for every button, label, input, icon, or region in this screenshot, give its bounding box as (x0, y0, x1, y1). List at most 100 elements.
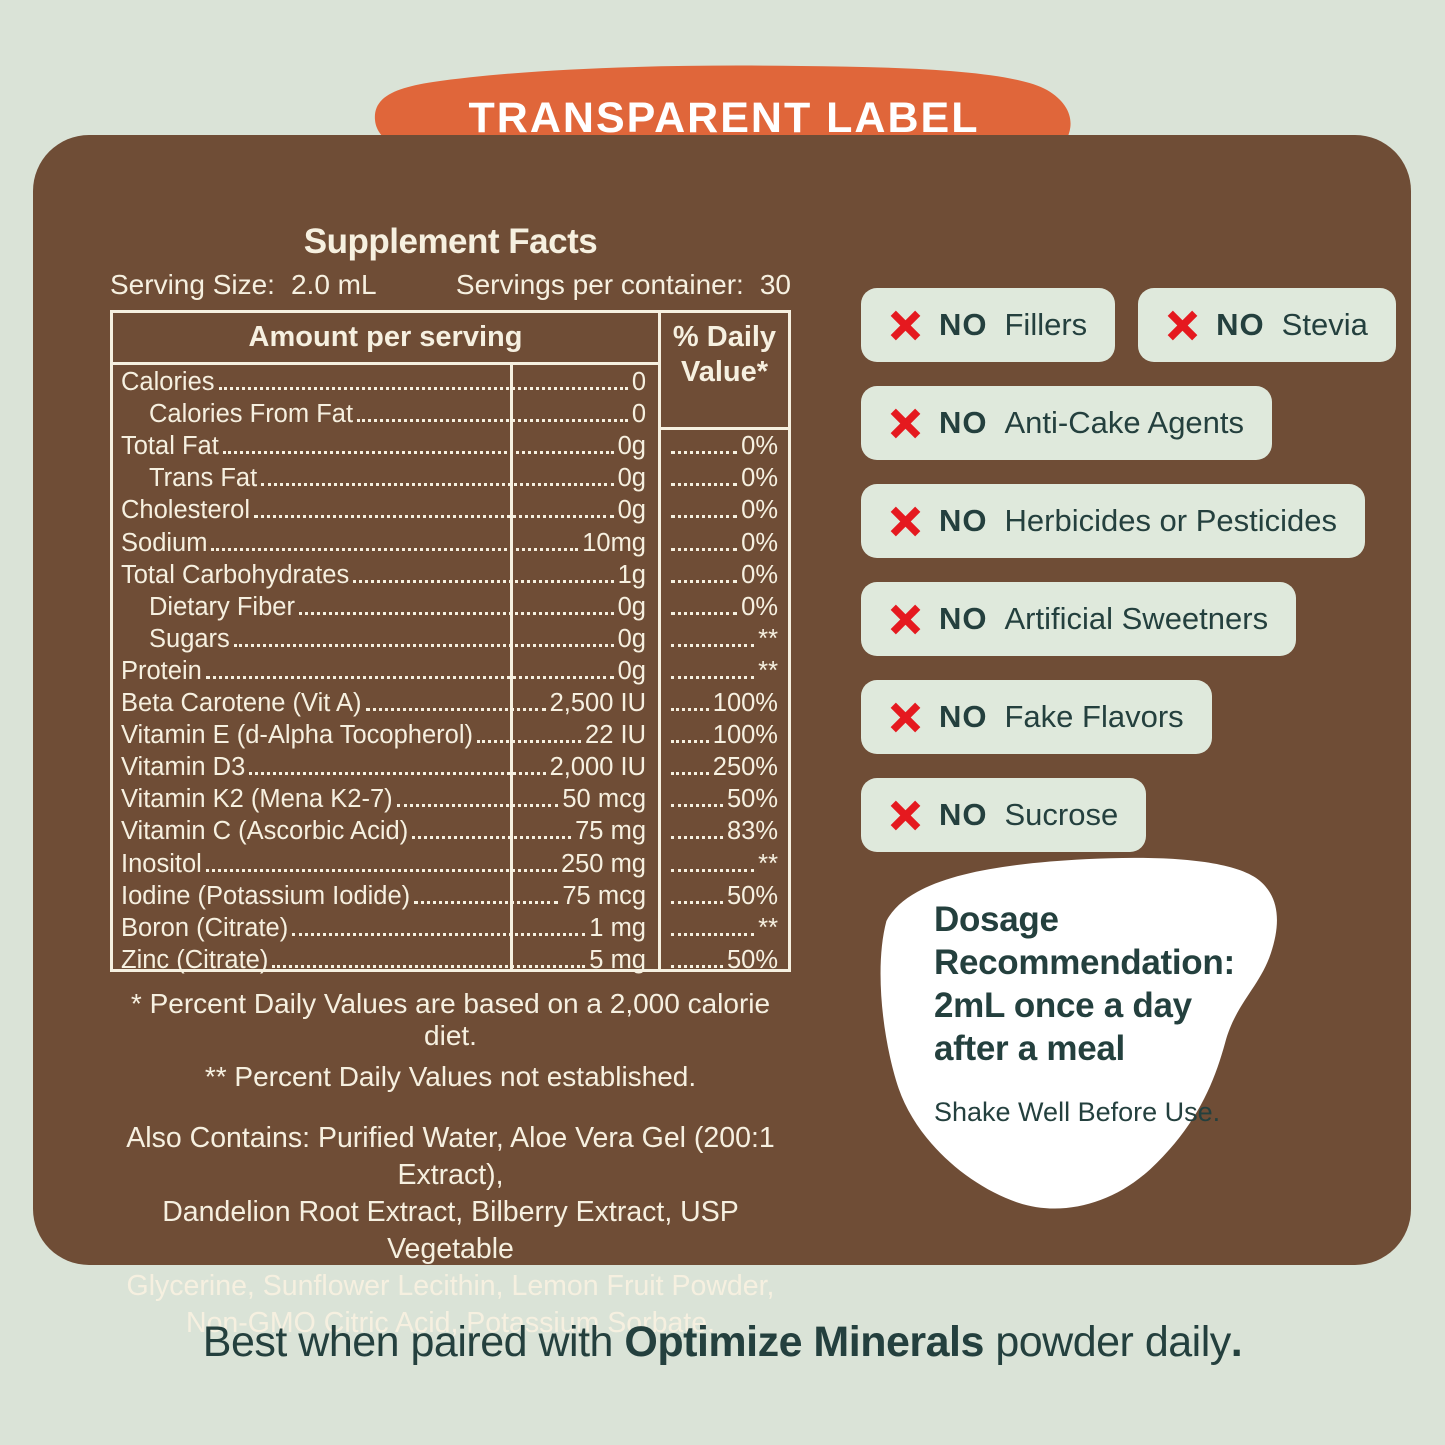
nutrient-amount: 0 (631, 400, 646, 429)
badge-no-text: NO (939, 797, 988, 832)
table-row-main: Vitamin C (Ascorbic Acid) 75 mg (113, 817, 658, 846)
table-row: Iodine (Potassium Iodide) 75 mcg 50% (113, 879, 788, 911)
nutrient-label: Protein (121, 656, 202, 685)
tagline-period: . (1230, 1318, 1243, 1366)
dosage-recommendation-card: Dosage Recommendation: 2mL once a day after… (858, 850, 1284, 1220)
nutrient-amount: 0g (617, 624, 646, 653)
dosage-title-line: 2mL once a day (934, 986, 1192, 1025)
table-row-main: Sodium 10mg (113, 529, 658, 558)
leader-dots (249, 772, 546, 776)
nutrient-daily-value: 0% (741, 560, 778, 589)
table-row-main: Cholesterol 0g (113, 496, 658, 525)
leader-dots (253, 515, 614, 519)
table-row-main: Calories 0 (113, 368, 658, 397)
leader-dots (414, 900, 559, 904)
table-row: Sodium 10mg 0% (113, 525, 788, 557)
table-row-percent: 83% (658, 817, 788, 846)
table-row-percent: 0% (658, 496, 788, 525)
nutrient-label: Calories (121, 368, 215, 397)
nutrient-label: Iodine (Potassium Iodide) (121, 881, 411, 910)
nutrient-daily-value: 83% (726, 817, 778, 846)
serving-size-label: Serving Size: (110, 269, 275, 300)
red-x-icon (890, 408, 921, 438)
nutrient-amount: 75 mg (575, 817, 646, 846)
dosage-note: Shake Well Before Use. (934, 1097, 1221, 1127)
nutrient-daily-value: 0% (741, 432, 778, 461)
table-row: Vitamin C (Ascorbic Acid) 75 mg 83% (113, 814, 788, 846)
table-row-main: Protein 0g (113, 657, 658, 686)
table-row-main: Total Fat 0g (113, 432, 658, 461)
nutrient-daily-value: 100% (712, 689, 778, 718)
nutrient-amount: 0g (617, 656, 646, 685)
dosage-text: Dosage Recommendation: 2mL once a day after… (934, 898, 1235, 1128)
leader-dots (218, 387, 628, 391)
nutrient-label: Sodium (121, 528, 208, 557)
amount-per-serving-header: Amount per serving (248, 321, 523, 353)
leader-dots (671, 483, 738, 487)
table-row-main: Vitamin E (d-Alpha Tocopherol) 22 IU (113, 721, 658, 750)
nutrient-amount: 10mg (582, 528, 646, 557)
table-row: Zinc (Citrate) 5 mg 50% (113, 943, 788, 975)
nutrient-amount: 1 mg (589, 913, 646, 942)
nutrient-amount: 250 mg (560, 849, 646, 878)
leader-dots (211, 547, 579, 551)
red-x-icon (890, 506, 921, 536)
leader-dots (671, 964, 723, 968)
nutrient-amount: 2,500 IU (549, 689, 646, 718)
facts-table-body: Calories 0 Calories From Fat 0 Total Fat… (113, 365, 788, 975)
badge-label: Fake Flavors (1004, 699, 1184, 734)
leader-dots (272, 964, 586, 968)
no-badge: NO Fake Flavors (861, 680, 1212, 754)
table-row: Trans Fat 0g 0% (113, 461, 788, 493)
table-row-percent: 0% (658, 464, 788, 493)
table-row: Vitamin K2 (Mena K2-7) 50 mcg 50% (113, 782, 788, 814)
leader-dots (357, 419, 628, 423)
table-row-main: Vitamin K2 (Mena K2-7) 50 mcg (113, 785, 658, 814)
dosage-blob-shape (880, 857, 1277, 1209)
table-row-percent: 50% (658, 785, 788, 814)
nutrient-amount: 0g (617, 432, 646, 461)
table-row-percent: 100% (658, 721, 788, 750)
leader-dots (671, 932, 755, 936)
dosage-title: Dosage Recommendation: 2mL once a day after… (934, 898, 1235, 1070)
leader-dots (671, 675, 755, 679)
leader-dots (671, 868, 755, 872)
table-row-main: Dietary Fiber 0g (113, 593, 658, 622)
tagline-product-name: Optimize Minerals (624, 1318, 984, 1366)
table-row: Dietary Fiber 0g 0% (113, 590, 788, 622)
leader-dots (298, 611, 614, 615)
table-row-percent: ** (658, 657, 788, 686)
tagline-suffix: powder daily (983, 1318, 1231, 1366)
dosage-title-line: Dosage (934, 900, 1059, 939)
supplement-facts-panel: Supplement Facts Serving Size: 2.0 mL Se… (110, 222, 791, 1342)
nutrient-amount: 0g (617, 464, 646, 493)
nutrient-label: Vitamin E (d-Alpha Tocopherol) (121, 721, 473, 750)
table-row: Sugars 0g ** (113, 622, 788, 654)
daily-value-divider-line (661, 427, 788, 430)
header-divider-line (113, 362, 658, 365)
supplement-facts-title: Supplement Facts (303, 222, 598, 261)
table-row-percent: 0% (658, 561, 788, 590)
table-row-main: Beta Carotene (Vit A) 2,500 IU (113, 689, 658, 718)
badge-label: Stevia (1281, 307, 1368, 342)
table-row-percent: 100% (658, 689, 788, 718)
leader-dots (671, 451, 738, 455)
nutrient-daily-value: 0% (741, 496, 778, 525)
nutrient-daily-value: 50% (726, 785, 778, 814)
red-x-icon (890, 800, 921, 830)
nutrient-label: Sugars (149, 624, 230, 653)
table-row-main: Boron (Citrate) 1 mg (113, 914, 658, 943)
nutrient-daily-value: 250% (712, 753, 778, 782)
nutrient-daily-value: ** (758, 913, 778, 942)
nutrient-daily-value: 0% (741, 592, 778, 621)
footnote-daily-values: * Percent Daily Values are based on a 2,… (130, 988, 771, 1051)
leader-dots (671, 611, 738, 615)
leader-dots (671, 900, 723, 904)
leader-dots (412, 836, 572, 840)
pairing-tagline: Best when paired with Optimize Minerals … (0, 1318, 1445, 1367)
nutrient-label: Zinc (Citrate) (121, 945, 269, 974)
table-row-main: Sugars 0g (113, 625, 658, 654)
nutrient-daily-value: 100% (712, 721, 778, 750)
amount-column-line (510, 362, 513, 969)
red-x-icon (1167, 310, 1198, 340)
